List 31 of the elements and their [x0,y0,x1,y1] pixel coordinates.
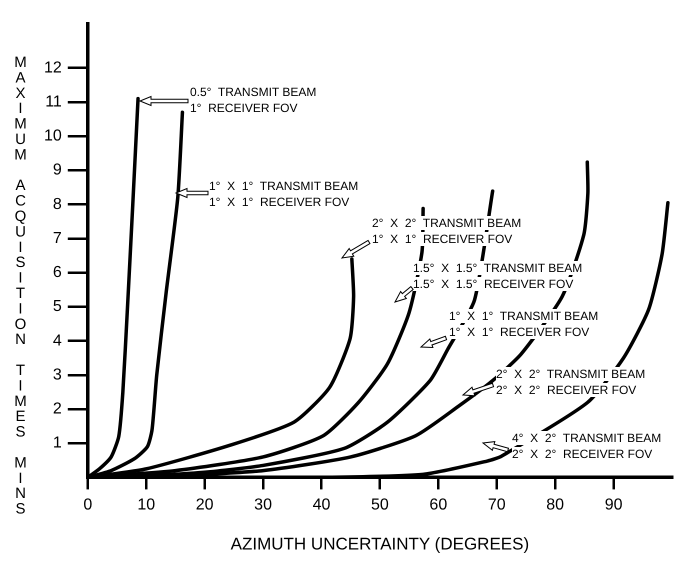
y-axis-title: MAXIMUM ACQUISITION TIMES MINS [11,53,30,518]
annotation: 1° X 1° TRANSMIT BEAM 1° X 1° RECEIVER FOV [209,179,358,209]
annotation: 0.5° TRANSMIT BEAM 1° RECEIVER FOV [190,85,316,115]
annotation: 2° X 2° TRANSMIT BEAM 1° X 1° RECEIVER FOV [372,216,522,246]
y-tick-label: 3 [52,366,62,384]
x-tick-label: 50 [371,496,389,514]
y-tick-label: 8 [52,196,62,213]
y-tick-label: 10 [44,128,62,145]
y-tick-label: 7 [52,230,62,247]
x-axis-title: AZIMUTH UNCERTAINTY (DEGREES) [230,534,530,554]
x-tick-label: 10 [137,496,156,514]
x-tick-label: 30 [254,496,272,514]
y-tick-label: 4 [52,332,62,350]
y-tick-label: 2 [52,400,62,418]
y-tick-label: 12 [44,59,62,76]
y-tick-label: 9 [52,162,62,179]
x-tick-label: 20 [196,496,214,514]
x-tick-label: 80 [546,496,564,514]
annotation: 4° X 2° TRANSMIT BEAM 2° X 2° RECEIVER FOV [512,431,662,461]
x-tick-label: 90 [604,496,623,514]
y-tick-label: 11 [45,93,62,110]
x-tick-label: 40 [312,496,330,514]
annotation: 1° X 1° TRANSMIT BEAM 1° X 1° RECEIVER FOV [449,309,598,339]
y-tick-label: 1 [52,434,62,452]
x-tick-label: 0 [83,496,92,514]
x-tick-label: 60 [429,496,448,514]
y-tick-label: 5 [52,298,62,316]
annotation: 2° X 2° TRANSMIT BEAM 2° X 2° RECEIVER FOV [496,367,646,397]
annotation: 1.5° X 1.5° TRANSMIT BEAM 1.5° X 1.5° RECEIVER FOV [413,261,582,291]
y-tick-label: 6 [52,264,62,282]
x-tick-label: 70 [488,496,506,514]
